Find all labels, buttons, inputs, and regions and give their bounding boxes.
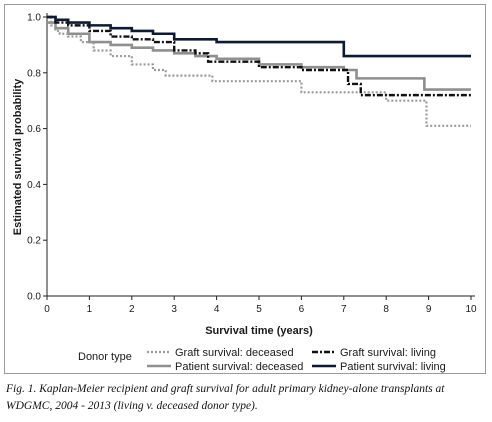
x-tick-label: 6 — [299, 304, 305, 315]
y-tick-label: 1.0 — [27, 13, 41, 24]
figure-caption: Fig. 1. Kaplan-Meier recipient and graft… — [6, 383, 445, 412]
legend-title: Donor type — [78, 351, 132, 363]
x-tick-label: 10 — [465, 304, 477, 315]
legend-label-2: Patient survival: deceased — [175, 361, 303, 373]
series-line-0 — [47, 15, 471, 127]
axes: 0.0 0.2 0.4 0.6 0.8 1.0 0 1 2 3 4 5 6 7 8 9 10 — [27, 13, 477, 316]
legend-label-0: Graft survival: deceased — [175, 347, 294, 359]
y-tick-label: 0.2 — [27, 236, 41, 247]
x-axis-label: Survival time (years) — [205, 325, 313, 337]
y-tick-label: 0.8 — [27, 68, 41, 79]
x-tick-label: 3 — [171, 304, 177, 315]
x-tick-label: 9 — [426, 304, 432, 315]
x-tick-label: 5 — [256, 304, 262, 315]
series-lines — [47, 15, 471, 127]
x-tick-label: 1 — [87, 304, 93, 315]
x-tick-label: 2 — [129, 304, 135, 315]
y-tick-label: 0.4 — [27, 180, 41, 191]
x-tick-label: 8 — [383, 304, 389, 315]
x-tick-label: 0 — [44, 304, 50, 315]
figure-frame — [4, 4, 486, 374]
legend-label-3: Patient survival: living — [340, 361, 446, 373]
y-tick-label: 0.6 — [27, 124, 41, 135]
x-tick-label: 7 — [341, 304, 347, 315]
series-line-3 — [47, 15, 471, 58]
series-line-2 — [47, 21, 471, 91]
y-tick-label: 0.0 — [27, 292, 41, 303]
x-tick-label: 4 — [214, 304, 220, 315]
legend: Donor type Graft survival: deceased Graft… — [78, 347, 446, 373]
survival-chart: 0.0 0.2 0.4 0.6 0.8 1.0 0 1 2 3 4 5 6 7 8 9 10 Estimated… — [12, 13, 477, 374]
legend-label-1: Graft survival: living — [340, 347, 436, 359]
y-axis-label: Estimated survival probability — [12, 78, 24, 235]
